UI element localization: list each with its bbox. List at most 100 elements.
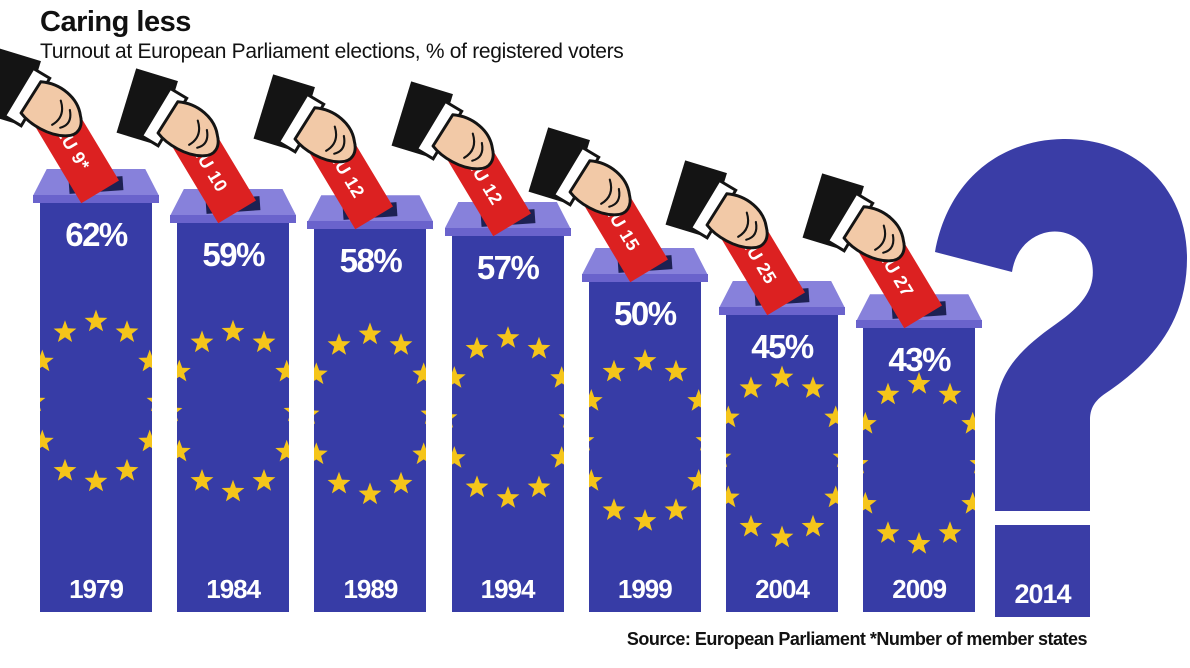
ballot-box-lid-front <box>856 320 983 329</box>
header: Caring less Turnout at European Parliame… <box>40 6 624 65</box>
question-mark-graphic <box>935 138 1187 511</box>
ballot-box-lid-front <box>581 274 708 282</box>
finger-lines <box>462 132 483 162</box>
chart-title: Caring less <box>40 6 191 38</box>
turnout-value: 43% <box>888 341 951 379</box>
eu-star <box>687 389 701 411</box>
eu-star <box>115 320 139 342</box>
eu-star <box>221 319 245 341</box>
finger-lines <box>188 119 209 149</box>
eu-star <box>496 485 519 508</box>
palm <box>705 192 769 250</box>
turnout-value: 57% <box>476 248 540 286</box>
turnout-value: 45% <box>751 328 814 365</box>
eu-stars-icon <box>177 319 290 501</box>
eu-star <box>726 453 732 468</box>
eu-star <box>84 469 108 492</box>
finger-lines <box>874 224 895 254</box>
hand-icon <box>528 127 632 217</box>
eu-star <box>588 437 595 451</box>
palm <box>293 106 357 164</box>
hand-inserting-ballot-icon: EU 25 <box>665 160 805 316</box>
eu-star <box>863 460 869 474</box>
eu-star <box>770 365 794 388</box>
hand-inserting-ballot-icon: EU 12 <box>391 81 531 236</box>
ballot-box-lid-front <box>170 214 297 223</box>
eu-star <box>961 412 976 434</box>
eu-star <box>824 485 838 508</box>
ballot-box-lid-front <box>719 307 845 315</box>
hand-icon <box>802 173 906 263</box>
eu-star <box>389 471 413 494</box>
year-label: 1984 <box>206 573 261 604</box>
eu-star <box>695 437 701 451</box>
eu-star <box>938 382 962 405</box>
year-label: 2014 <box>1014 579 1071 609</box>
eu-star <box>358 322 382 345</box>
year-label: 1994 <box>480 573 536 604</box>
eu-star <box>314 442 329 465</box>
eu-star <box>40 429 54 452</box>
eu-star <box>53 320 77 342</box>
ballot-box: 43% 2009 EU 27 <box>802 173 983 612</box>
ballot-box-lid-front <box>307 221 434 230</box>
eu-star <box>358 482 382 505</box>
eu-star <box>465 475 488 497</box>
eu-stars-icon <box>588 349 701 531</box>
eu-star <box>275 439 290 461</box>
eu-star <box>739 514 763 537</box>
eu-star <box>863 412 877 434</box>
hand-icon <box>116 67 220 157</box>
ballot-box-body: 57% 1994 <box>451 235 564 612</box>
turnout-value: 59% <box>202 235 265 273</box>
eu-star <box>314 410 320 425</box>
eu-star <box>907 372 931 394</box>
eu-star <box>876 382 900 405</box>
finger-lines <box>599 178 621 208</box>
hand-icon <box>391 81 495 171</box>
eu-star <box>283 407 290 421</box>
source-note: Source: European Parliament *Number of m… <box>626 629 1088 649</box>
ballot-box: 59% 1984 EU 10 <box>116 67 297 612</box>
palm <box>842 205 906 263</box>
year-label: 2004 <box>755 574 810 604</box>
palm <box>568 159 632 217</box>
eu-star <box>177 439 191 461</box>
eu-star <box>664 498 688 520</box>
eu-star <box>177 359 191 381</box>
palm <box>431 113 495 171</box>
eu-star <box>770 525 794 548</box>
eu-star <box>863 492 877 514</box>
year-label: 1999 <box>617 574 673 604</box>
eu-star <box>496 325 519 348</box>
eu-star <box>252 329 276 352</box>
eu-star <box>412 442 427 465</box>
ballot-box: 57% 1994 EU 12 <box>391 81 571 612</box>
eu-star <box>327 333 351 355</box>
eu-star <box>824 405 838 428</box>
eu-star <box>275 359 290 381</box>
eu-star <box>420 410 427 425</box>
ballot-box: 45% 2004 EU 25 <box>665 160 845 612</box>
eu-star <box>451 414 457 428</box>
eu-star <box>527 336 550 359</box>
eu-star <box>801 376 825 398</box>
eu-star <box>451 445 466 468</box>
palm <box>156 99 220 157</box>
eu-star <box>588 469 603 491</box>
eu-star <box>832 453 838 468</box>
turnout-value: 58% <box>339 242 403 280</box>
eu-star <box>115 458 139 481</box>
ballot-box-body: 59% 1984 <box>177 222 290 612</box>
eu-star <box>53 458 77 481</box>
finger-lines <box>737 211 758 241</box>
eu-star <box>907 532 931 554</box>
eu-star <box>451 365 466 388</box>
question-mark-dot-block: 2014 <box>995 525 1090 617</box>
eu-stars-icon <box>726 365 838 548</box>
eu-star <box>40 397 46 412</box>
eu-stars-icon <box>451 325 564 508</box>
eu-star <box>726 405 740 428</box>
eu-star <box>549 445 564 468</box>
